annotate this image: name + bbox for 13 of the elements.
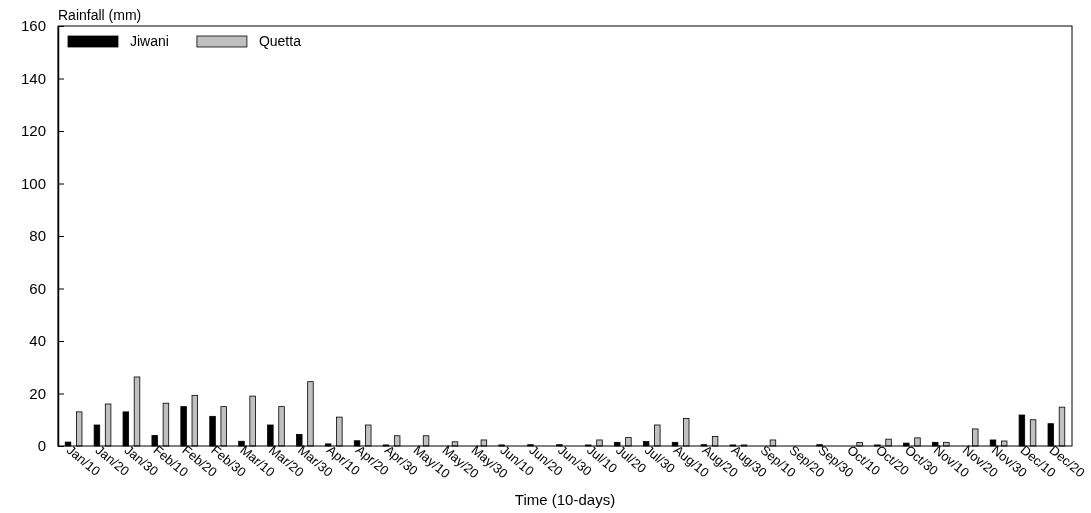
y-tick-label: 60 [29,279,46,297]
y-tick-label: 40 [29,332,46,350]
legend-label: Quetta [258,33,302,49]
x-axis-title: Time (10-days) [514,491,616,508]
y-tick-label: 80 [29,227,46,245]
y-axis-title: Rainfall (mm) [58,7,142,23]
y-tick-label: 100 [20,174,46,192]
y-tick-label: 120 [20,122,46,140]
legend-label: Jiwani [130,33,169,49]
y-tick-label: 20 [29,384,46,402]
y-tick-label: 140 [20,69,46,87]
y-tick-label: 0 [37,437,46,455]
y-tick-label: 160 [20,17,46,35]
